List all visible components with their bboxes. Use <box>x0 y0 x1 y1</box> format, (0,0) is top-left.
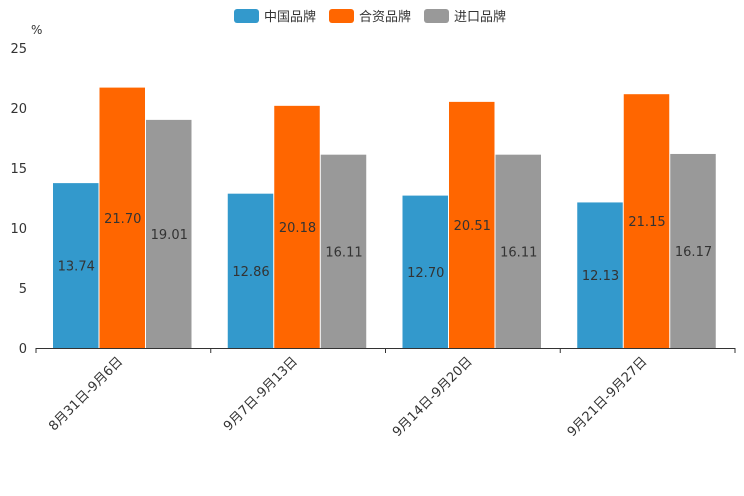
data-label: 16.11 <box>325 245 362 260</box>
data-label: 20.51 <box>454 219 491 234</box>
x-tick-label: 9月7日-9月13日 <box>221 354 301 434</box>
bar <box>53 183 99 348</box>
bar <box>495 154 541 348</box>
y-tick-label: 10 <box>10 222 27 237</box>
legend-label: 合资品牌 <box>359 9 411 25</box>
bar <box>227 193 274 348</box>
legend-swatch <box>234 9 259 23</box>
y-axis: 0 5 10 15 20 25 <box>10 42 27 357</box>
y-tick-label: 0 <box>19 342 27 357</box>
bars: 13.74 21.70 19.01 12.86 20.18 16.11 12.70 20.51… <box>53 87 716 348</box>
data-label: 12.86 <box>232 265 269 280</box>
bar <box>670 153 716 348</box>
data-label: 13.74 <box>58 260 95 275</box>
data-label: 20.18 <box>279 221 316 236</box>
legend-label: 中国品牌 <box>264 9 316 25</box>
y-tick-label: 20 <box>10 102 27 117</box>
legend-swatch <box>329 9 354 23</box>
x-tick-label: 8月31日-9月6日 <box>46 354 126 434</box>
bar <box>320 154 367 348</box>
data-label: 16.17 <box>675 245 712 260</box>
x-tick-label: 9月14日-9月20日 <box>390 354 476 440</box>
y-tick-label: 5 <box>19 282 27 297</box>
bar <box>146 119 192 348</box>
data-label: 21.15 <box>628 215 665 230</box>
y-tick-label: 25 <box>10 42 27 57</box>
data-label: 16.11 <box>500 245 537 260</box>
legend-label: 进口品牌 <box>454 9 506 25</box>
y-tick-label: 15 <box>10 162 27 177</box>
x-tick-label: 9月21日-9月27日 <box>565 354 651 440</box>
data-label: 21.70 <box>104 212 141 227</box>
bar <box>99 87 145 348</box>
data-label: 12.70 <box>407 266 444 281</box>
legend: 中国品牌 合资品牌 进口品牌 <box>234 9 506 25</box>
data-label: 19.01 <box>151 228 188 243</box>
data-label: 12.13 <box>582 269 619 284</box>
bar <box>577 202 623 348</box>
y-axis-unit-label: % <box>31 23 42 37</box>
bar <box>274 105 320 348</box>
bar <box>402 195 448 348</box>
x-axis: 8月31日-9月6日 9月7日-9月13日 9月14日-9月20日 9月21日-9月2… <box>35 348 736 440</box>
legend-swatch <box>424 9 449 23</box>
bar <box>449 101 495 348</box>
bar <box>623 94 670 348</box>
